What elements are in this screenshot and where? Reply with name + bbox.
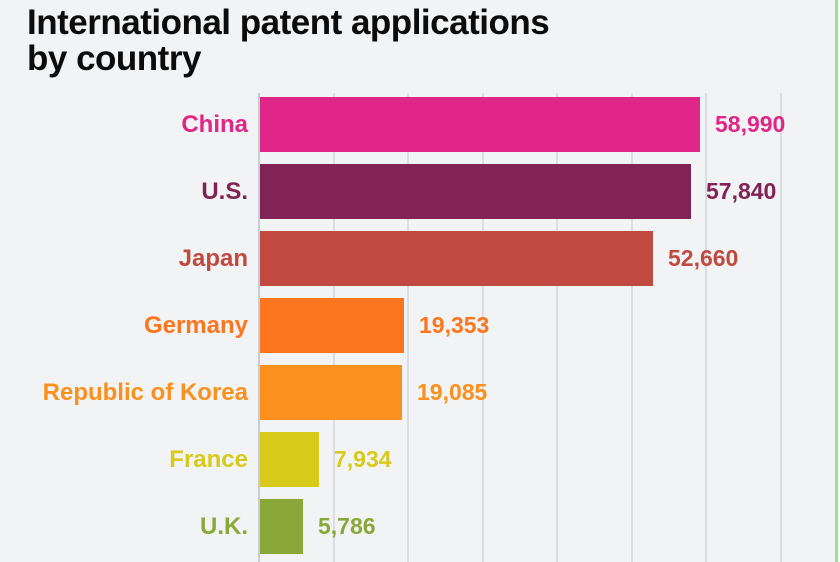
bar-republic-of-korea	[260, 365, 402, 420]
bar-u-s	[260, 164, 691, 219]
gridline-70000	[780, 93, 783, 562]
bar-japan	[260, 231, 653, 286]
category-label-republic-of-korea: Republic of Korea	[42, 378, 248, 406]
bar-china	[260, 97, 700, 152]
bar-germany	[260, 298, 404, 353]
value-label-u-k: 5,786	[318, 513, 376, 539]
value-label-japan: 52,660	[668, 245, 739, 271]
gridline-60000	[705, 93, 708, 562]
bar-u-k	[260, 499, 303, 554]
value-label-republic-of-korea: 19,085	[417, 379, 488, 405]
screen-edge-green-line	[835, 0, 838, 562]
screen-edge-white-strip	[838, 0, 840, 562]
value-label-u-s: 57,840	[706, 178, 777, 204]
category-label-germany: Germany	[143, 311, 248, 339]
chart-title-line-2: by country	[27, 39, 201, 78]
y-axis-line	[258, 93, 260, 562]
category-label-france: France	[169, 445, 248, 473]
gridline-50000	[630, 93, 633, 562]
value-label-germany: 19,353	[419, 312, 490, 338]
value-label-china: 58,990	[715, 111, 786, 137]
gridline-20000	[407, 93, 410, 562]
category-label-u-k: U.K.	[200, 512, 248, 540]
bar-france	[260, 432, 319, 487]
chart-title: International patent applications by cou…	[27, 3, 550, 78]
category-label-japan: Japan	[178, 244, 248, 272]
gridline-40000	[556, 93, 559, 562]
category-label-china: China	[181, 110, 248, 138]
gridline-30000	[481, 93, 484, 562]
chart-title-line-1: International patent applications	[27, 3, 550, 42]
value-label-france: 7,934	[334, 446, 392, 472]
category-label-u-s: U.S.	[201, 177, 248, 205]
